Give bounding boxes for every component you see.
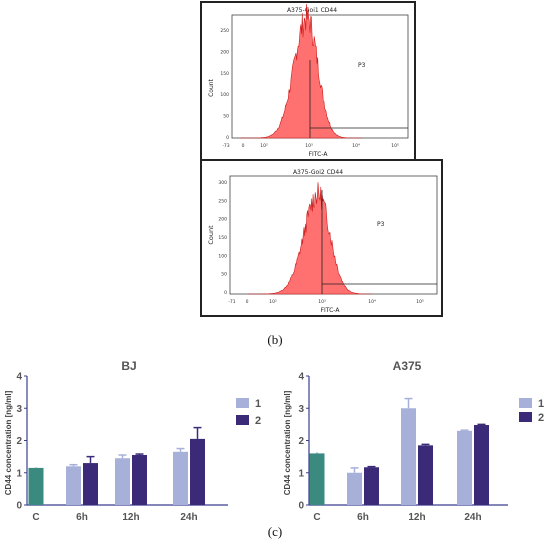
flow-y-tick-label: 150 xyxy=(218,235,227,241)
flow-panel-2-xlabel: FITC-A xyxy=(321,307,341,314)
flow-panel-1: A375-Goi1 CD44 P3 Count FITC-A 0 50 100 150… xyxy=(200,1,416,161)
chart-a375-y-tick-label: 2 xyxy=(298,436,304,447)
chart-bj-x-tick-label: C xyxy=(32,512,39,523)
flow-y-tick-label: 50 xyxy=(221,272,227,278)
chart-bj-bar-series-1 xyxy=(66,466,81,505)
flow-y-tick-label: 0 xyxy=(224,290,227,296)
chart-bj-x-tick-label: 24h xyxy=(180,512,197,523)
chart-a375-bar-control xyxy=(309,453,325,505)
chart-a375-title: A375 xyxy=(393,359,422,373)
flow-panel-2-gate-label: P3 xyxy=(377,221,385,228)
chart-a375-legend: 1 2 xyxy=(519,398,544,424)
chart-a375-bar-series-2 xyxy=(474,425,489,505)
flow-y-tick-label: 250 xyxy=(218,198,227,204)
chart-a375-bar-series-1 xyxy=(401,408,416,505)
flow-x-tick-label: 10³ xyxy=(318,299,326,305)
chart-bj-x-tick-label: 12h xyxy=(122,512,139,523)
flow-x-tick-label: 10³ xyxy=(305,143,313,149)
chart-a375-x-tick-label: 12h xyxy=(408,512,425,523)
flow-y-tick-label: 100 xyxy=(220,92,229,98)
figure-label-b: (b) xyxy=(267,332,282,347)
flow-x-tick-label: 10² xyxy=(260,143,268,149)
chart-a375-x-tick-label: 24h xyxy=(464,512,481,523)
flow-panel-2-title: A375-Goi2 CD44 xyxy=(293,169,343,176)
chart-a375-bar-series-1 xyxy=(347,472,362,505)
flow-x-tick-label: -71 xyxy=(228,299,235,305)
flow-x-tick-label: 10⁵ xyxy=(416,299,424,305)
figure-label-c: (c) xyxy=(268,524,282,539)
chart-bj-bar-series-2 xyxy=(190,438,205,505)
flow-panel-1-ylabel: Count xyxy=(208,78,215,96)
chart-bj-bar-series-1 xyxy=(173,451,188,505)
chart-a375-x-tick-label: C xyxy=(313,512,320,523)
chart-bj-legend-label-2: 2 xyxy=(255,415,261,427)
chart-bj-bar-series-2 xyxy=(83,463,98,505)
chart-bj-ylabel: CD44 concentration [ng/ml] xyxy=(4,390,13,495)
chart-a375-legend-swatch-1 xyxy=(519,398,532,408)
flow-panel-2-ylabel: Count xyxy=(207,225,215,245)
flow-x-tick-label: 10⁵ xyxy=(391,143,399,149)
chart-bj-bar-series-1 xyxy=(115,458,130,505)
chart-a375-x-tick-label: 6h xyxy=(357,512,369,523)
chart-bj-legend: 1 2 xyxy=(236,398,261,427)
flow-panel-1-y-ticks: 0 50 100 150 200 250 xyxy=(220,28,229,141)
flow-panel-2: A375-Goi2 CD44 P3 Count FITC-A 0 50 100 150… xyxy=(200,159,443,317)
flow-y-tick-label: 200 xyxy=(218,217,227,223)
chart-a375-y-tick-label: 0 xyxy=(298,501,304,512)
chart-bj-bar-series-2 xyxy=(132,455,147,505)
chart-bj-legend-swatch-1 xyxy=(236,398,249,408)
chart-bj-title: BJ xyxy=(121,359,136,373)
flow-y-tick-label: 300 xyxy=(218,180,227,186)
chart-bj-bar-control xyxy=(28,467,44,505)
bar-chart-a375: A375 CD44 concentration [ng/ml] 1 2 0 1 2 3… xyxy=(283,359,544,523)
flow-x-tick-label: 10⁴ xyxy=(352,143,360,149)
flow-x-tick-label: 0 xyxy=(246,299,249,305)
chart-bj-y-tick-label: 2 xyxy=(16,436,22,447)
flow-panel-1-gate-label: P3 xyxy=(358,62,366,69)
chart-bj-x-tick-label: 6h xyxy=(76,512,88,523)
chart-a375-legend-swatch-2 xyxy=(519,412,532,422)
flow-panel-1-histogram xyxy=(240,3,362,139)
flow-panel-2-histogram xyxy=(248,182,372,295)
flow-x-tick-label: 10⁴ xyxy=(368,299,376,305)
flow-panel-1-xlabel: FITC-A xyxy=(309,151,329,158)
chart-a375-bar-series-1 xyxy=(457,430,472,505)
flow-y-tick-label: 100 xyxy=(218,253,227,259)
flow-y-tick-label: 250 xyxy=(220,28,229,34)
chart-a375-legend-label-2: 2 xyxy=(538,412,544,424)
flow-x-tick-label: -73 xyxy=(222,143,229,149)
chart-a375-bar-series-2 xyxy=(364,467,379,505)
chart-a375-ylabel: CD44 concentration [ng/ml] xyxy=(283,390,292,495)
bar-chart-bj: BJ CD44 concentration [ng/ml] 1 2 0 1 2 3 4 C… xyxy=(4,359,261,523)
chart-a375-y-tick-label: 3 xyxy=(298,404,304,415)
chart-a375-legend-label-1: 1 xyxy=(538,398,544,410)
chart-bj-y-tick-label: 3 xyxy=(16,404,22,415)
flow-panel-2-y-ticks: 0 50 100 150 200 250 300 xyxy=(218,180,227,296)
flow-y-tick-label: 200 xyxy=(220,49,229,55)
flow-panel-2-x-ticks: -71 0 10² 10³ 10⁴ 10⁵ xyxy=(228,299,424,305)
flow-y-tick-label: 150 xyxy=(220,71,229,77)
chart-a375-y-tick-label: 1 xyxy=(298,468,304,479)
chart-bj-y-tick-label: 4 xyxy=(16,372,22,383)
flow-y-tick-label: 50 xyxy=(223,114,229,120)
chart-a375-y-tick-label: 4 xyxy=(298,372,304,383)
chart-bj-legend-label-1: 1 xyxy=(255,398,261,410)
flow-panel-1-x-ticks: -73 0 10² 10³ 10⁴ 10⁵ xyxy=(222,143,399,149)
chart-bj-legend-swatch-2 xyxy=(236,415,249,425)
flow-panel-2-frame xyxy=(200,159,443,317)
chart-bj-y-tick-label: 0 xyxy=(16,501,22,512)
flow-x-tick-label: 10² xyxy=(269,299,277,305)
flow-panel-1-title: A375-Goi1 CD44 xyxy=(287,7,337,14)
flow-x-tick-label: 0 xyxy=(242,143,245,149)
chart-a375-bar-series-2 xyxy=(418,445,433,505)
chart-bj-y-tick-label: 1 xyxy=(16,468,22,479)
flow-y-tick-label: 0 xyxy=(226,135,229,141)
